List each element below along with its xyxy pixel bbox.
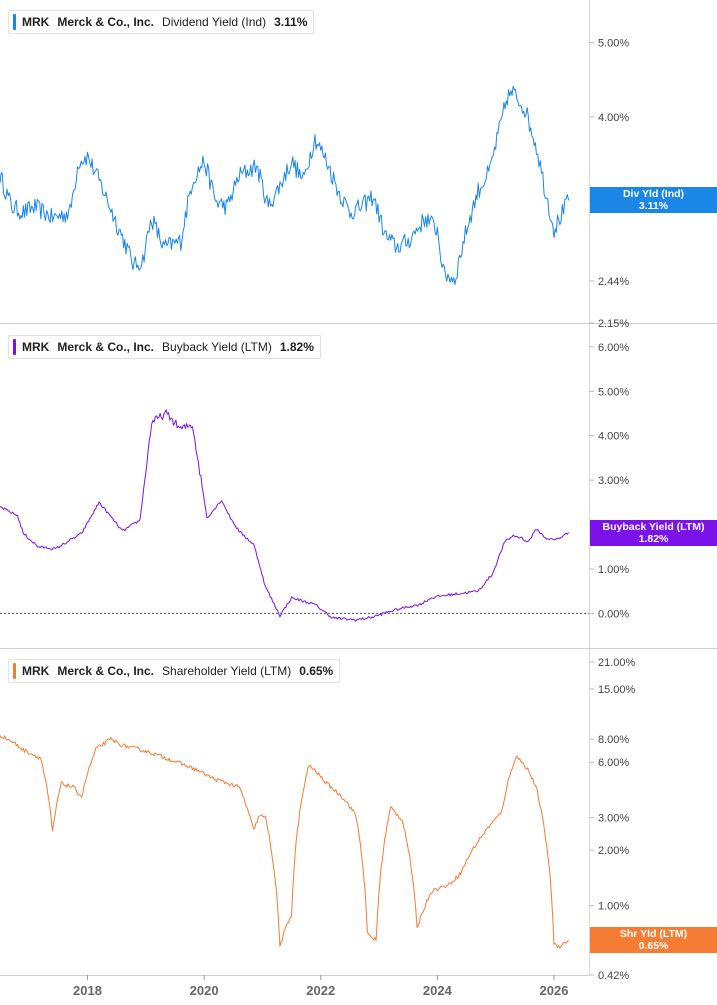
legend-value: 3.11%	[274, 15, 308, 29]
y-tick-label: 5.00%	[598, 386, 629, 398]
legend-company: Merck & Co., Inc.	[57, 15, 155, 29]
y-tick-label: 2.00%	[598, 845, 629, 857]
last-value-badge-dividend: Div Yld (Ind) 3.11%	[590, 187, 717, 214]
y-tick-label: 4.00%	[598, 431, 629, 443]
y-tick-label: 6.00%	[598, 757, 629, 769]
legend-company: Merck & Co., Inc.	[57, 664, 155, 678]
legend-dividend-yield[interactable]: MRK Merck & Co., Inc. Dividend Yield (In…	[8, 10, 315, 34]
y-tick-label: 8.00%	[598, 734, 629, 746]
y-tick-label: 6.00%	[598, 342, 629, 354]
x-tick-label: 2024	[423, 983, 453, 998]
legend-ticker: MRK	[22, 15, 50, 29]
badge-value: 3.11%	[638, 200, 669, 213]
legend-company: Merck & Co., Inc.	[57, 340, 155, 354]
legend-ticker: MRK	[22, 664, 50, 678]
y-tick-label: 1.00%	[598, 564, 629, 576]
y-tick-label: 0.42%	[598, 970, 629, 982]
y-tick-label: 2.15%	[598, 318, 629, 330]
legend-metric: Shareholder Yield (LTM)	[162, 664, 292, 678]
x-tick-label: 2018	[73, 983, 102, 998]
x-tick-label: 2026	[540, 983, 569, 998]
y-tick-label: 3.00%	[598, 475, 629, 487]
y-tick-label: 4.00%	[598, 112, 629, 124]
legend-shareholder-yield[interactable]: MRK Merck & Co., Inc. Shareholder Yield …	[8, 659, 341, 683]
y-tick-label: 1.00%	[598, 901, 629, 913]
legend-ticker: MRK	[22, 340, 50, 354]
x-tick-label: 2022	[306, 983, 335, 998]
legend-buyback-yield[interactable]: MRK Merck & Co., Inc. Buyback Yield (LTM…	[8, 335, 321, 359]
legend-metric: Buyback Yield (LTM)	[162, 340, 272, 354]
last-value-badge-buyback: Buyback Yield (LTM) 1.82%	[590, 519, 717, 546]
series-swatch	[13, 14, 16, 30]
badge-label: Div Yld (Ind)	[622, 188, 685, 201]
series-line-3	[0, 735, 569, 949]
y-tick-label: 0.00%	[598, 608, 629, 620]
badge-label: Buyback Yield (LTM)	[602, 520, 705, 533]
series-line-1	[0, 85, 570, 285]
badge-label: Shr Yld (LTM)	[619, 928, 688, 941]
series-swatch	[13, 663, 16, 679]
legend-metric: Dividend Yield (Ind)	[162, 15, 267, 29]
y-tick-label: 15.00%	[598, 684, 636, 696]
series-swatch	[13, 339, 16, 355]
legend-value: 0.65%	[299, 664, 334, 678]
y-tick-label: 3.00%	[598, 813, 629, 825]
series-line-2	[0, 409, 569, 622]
legend-value: 1.82%	[279, 340, 314, 354]
last-value-badge-shareholder: Shr Yld (LTM) 0.65%	[590, 927, 717, 954]
y-tick-label: 21.00%	[598, 657, 636, 669]
y-tick-label: 2.44%	[598, 276, 629, 288]
badge-value: 1.82%	[638, 532, 669, 545]
badge-value: 0.65%	[638, 940, 669, 953]
x-tick-label: 2020	[190, 983, 219, 998]
y-tick-label: 5.00%	[598, 38, 629, 50]
